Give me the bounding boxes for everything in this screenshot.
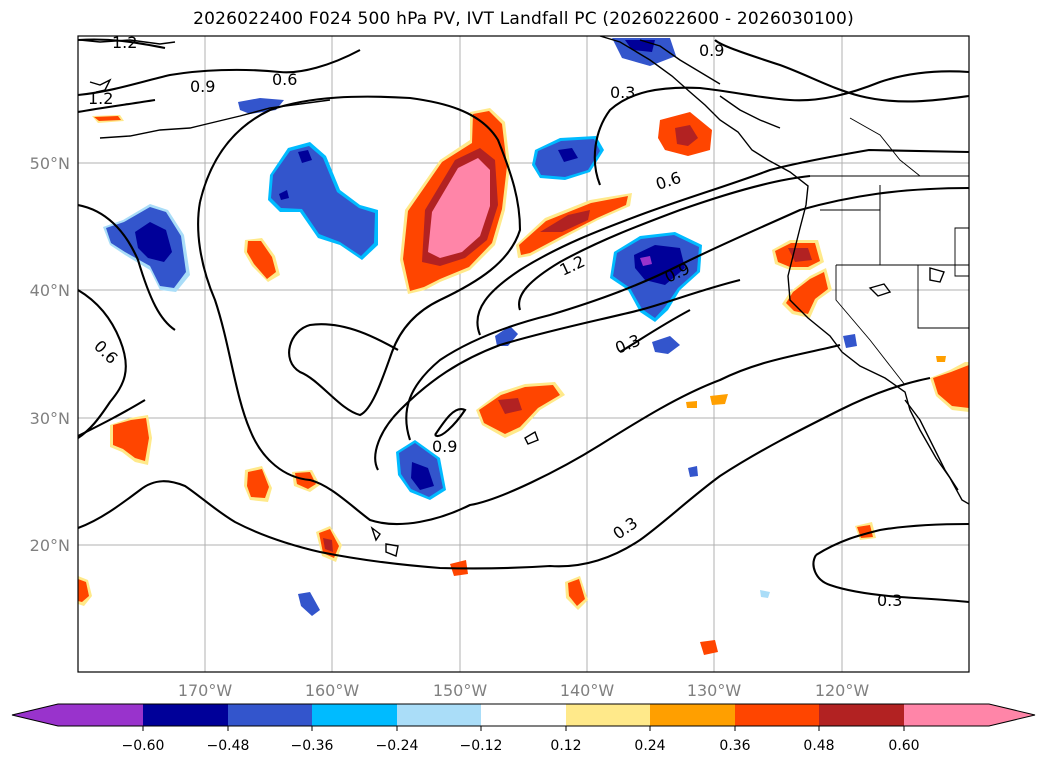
- colorbar-swatch: [735, 704, 819, 726]
- lon-label-170w: 170°W: [178, 681, 233, 700]
- colorbar-swatch: [58, 704, 143, 726]
- colorbar-tick-label: −0.36: [291, 738, 334, 754]
- map-frame: [77, 35, 970, 673]
- contour-label: 0.9: [699, 41, 724, 60]
- colorbar-tick-label: 0.36: [719, 738, 750, 754]
- colorbar-tick-label: 0.24: [634, 738, 665, 754]
- colorbar: −0.60 −0.48 −0.36 −0.24 −0.12 0.12 0.24 …: [11, 703, 1036, 754]
- colorbar-over-extension: [989, 704, 1035, 726]
- contour-label: 1.2: [88, 89, 113, 108]
- colorbar-swatch: [143, 704, 228, 726]
- longitude-labels: 170°W 160°W 150°W 140°W 130°W 120°W: [178, 681, 870, 700]
- colorbar-swatch: [650, 704, 735, 726]
- lat-label-50n: 50°N: [30, 154, 70, 173]
- ivt-contours: [78, 38, 969, 604]
- contour-label: 0.9: [190, 77, 215, 96]
- coastlines: [79, 36, 969, 557]
- colorbar-swatch: [228, 704, 312, 726]
- latitude-labels: 50°N 40°N 30°N 20°N: [30, 154, 70, 555]
- colorbar-swatch: [566, 704, 650, 726]
- colorbar-outline: [11, 703, 1036, 727]
- contour-label: 1.2: [112, 33, 137, 52]
- colorbar-tick-label: 0.60: [888, 738, 919, 754]
- lon-label-160w: 160°W: [305, 681, 360, 700]
- colorbar-tick-label: −0.60: [122, 738, 165, 754]
- lat-label-20n: 20°N: [30, 536, 70, 555]
- contour-label: 0.6: [272, 70, 297, 89]
- colorbar-swatch: [481, 704, 566, 726]
- colorbar-swatch: [904, 704, 989, 726]
- map-panel: [78, 36, 969, 672]
- contour-label: 0.3: [610, 83, 635, 102]
- lon-label-150w: 150°W: [433, 681, 488, 700]
- lon-label-140w: 140°W: [560, 681, 615, 700]
- colorbar-swatch: [312, 704, 397, 726]
- lon-label-120w: 120°W: [815, 681, 870, 700]
- political-borders: [808, 117, 969, 386]
- lat-label-30n: 30°N: [30, 409, 70, 428]
- lon-label-130w: 130°W: [687, 681, 742, 700]
- map-title: 2026022400 F024 500 hPa PV, IVT Landfall…: [193, 9, 854, 29]
- colorbar-tick-label: −0.48: [207, 738, 250, 754]
- colorbar-tick-label: 0.12: [550, 738, 581, 754]
- lat-label-40n: 40°N: [30, 281, 70, 300]
- contour-labels: 1.2 1.2 0.9 0.6 0.9 0.3 0.6 1.2 0.9 0.3 …: [88, 33, 902, 610]
- colorbar-under-extension: [12, 704, 58, 726]
- colorbar-swatch: [397, 704, 481, 726]
- colorbar-tick-label: 0.48: [803, 738, 834, 754]
- colorbar-swatch: [819, 704, 904, 726]
- contour-label: 0.3: [877, 591, 902, 610]
- contour-label: 0.9: [432, 437, 457, 456]
- colorbar-tick-label: −0.12: [460, 738, 503, 754]
- colorbar-tick-label: −0.24: [376, 738, 419, 754]
